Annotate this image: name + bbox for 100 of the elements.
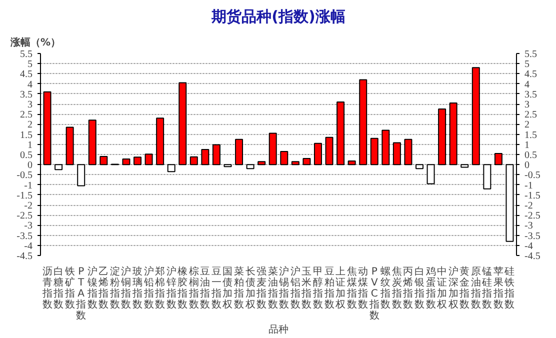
bar [336, 101, 345, 166]
bar [268, 132, 277, 166]
x-tick-label: 菜粕指数 [233, 266, 244, 310]
bar [88, 120, 96, 166]
chart-title: 期货品种(指数)涨幅 [210, 8, 346, 26]
x-tick-label: PTA指数 [75, 266, 86, 322]
y-tick-label: -3 [24, 220, 33, 232]
x-tick-label: 白银指数 [413, 266, 424, 310]
x-tick-label: 中证加权 [436, 266, 448, 310]
x-tick-label: 乙烯指数 [98, 266, 109, 310]
x-tick-label: 螺纹指数 [380, 266, 391, 310]
x-tick-label: 动煤指数 [357, 266, 368, 310]
x-tick-label: 白糖指数 [52, 266, 64, 310]
bar [291, 161, 300, 166]
x-tick-label: 铁矿指数 [64, 266, 75, 310]
y-tick-label: 3.5 [20, 89, 32, 100]
y2-tick-label: -1 [524, 180, 533, 192]
x-tick-label: 强麦指数 [256, 266, 267, 310]
y2-tick-label: 1.5 [524, 130, 537, 141]
bar [348, 160, 356, 166]
bar [156, 118, 164, 166]
bar [43, 91, 52, 166]
y2-tick-label: 0.5 [524, 150, 537, 161]
x-tick-label: 沪锌指数 [165, 266, 176, 310]
x-tick-label: 丙烯指数 [402, 266, 414, 310]
y2-tick-label: 2.5 [524, 110, 537, 121]
y-tick-label: 1 [28, 140, 32, 151]
x-tick-label: 甲醇指数 [312, 266, 323, 310]
bar [66, 126, 74, 166]
y-axis-title: 涨幅（%） [10, 36, 61, 48]
y-tick-label: 5 [28, 59, 32, 70]
bar [449, 102, 458, 166]
y-tick-label: 1.5 [20, 130, 32, 141]
x-tick-label: 菜油指数 [266, 266, 278, 310]
y2-tick-label: -2.5 [524, 210, 540, 222]
y2-tick-label: 4.5 [524, 69, 537, 80]
y-tick-label: 0.5 [20, 150, 32, 161]
x-tick-label: 玻璃指数 [132, 266, 143, 310]
x-tick-label: 焦煤指数 [346, 266, 357, 310]
bar [122, 158, 130, 166]
y2-tick-label: -3 [524, 220, 533, 232]
x-tick-label: 上证加权 [334, 266, 346, 310]
bar [302, 158, 311, 166]
bar [460, 164, 469, 168]
x-tick-label: 玉米指数 [300, 266, 312, 310]
bar [280, 150, 288, 166]
x-tick-label: 国债加权 [222, 266, 233, 310]
y2-tick-label: 0 [524, 160, 530, 172]
y2-tick-label: 1 [524, 140, 530, 151]
bar [483, 164, 492, 190]
x-tick-label: 沪镍指数 [86, 266, 98, 310]
x-tick-label: 焦炭指数 [390, 266, 402, 310]
x-tick-label: 豆一指数 [210, 266, 222, 310]
bar [314, 142, 322, 166]
bar [77, 164, 86, 186]
bar [325, 136, 334, 166]
bar [382, 130, 390, 166]
bar [359, 79, 368, 166]
bar [54, 164, 63, 170]
y-tick-label: 4.5 [20, 69, 32, 80]
y2-tick-label: 5.5 [524, 49, 537, 60]
y2-tick-label: -2 [524, 200, 533, 212]
bar [494, 152, 502, 166]
y-tick-label: -3.5 [16, 230, 33, 242]
bar [235, 138, 244, 166]
bar [224, 164, 232, 168]
bar [201, 148, 210, 166]
x-tick-label: 沪锡指数 [278, 266, 290, 310]
x-tick-label: 沥青指数 [41, 266, 52, 310]
x-tick-label: 锰硅指数 [481, 266, 492, 310]
y2-tick-label: -4.5 [524, 251, 540, 262]
bar [416, 164, 424, 170]
y-tick-label: -1 [24, 180, 33, 192]
bar [370, 138, 378, 166]
bar [246, 164, 254, 170]
y-tick-label: -4 [24, 240, 33, 252]
x-tick-label: 沪深加权 [447, 266, 458, 310]
y-tick-label: 2.5 [20, 110, 32, 121]
x-tick-label: 鸡蛋指数 [424, 266, 436, 310]
x-tick-label: 郑棉指数 [154, 266, 166, 310]
bar [392, 142, 401, 166]
bar [212, 144, 220, 166]
x-tick-label: 棕榈指数 [188, 266, 199, 310]
x-tick-label: 黄金指数 [458, 266, 470, 310]
y2-tick-label: -1.5 [524, 190, 540, 202]
y-tick-label: 0 [28, 160, 32, 172]
bar [506, 164, 514, 242]
y2-tick-label: -4 [524, 240, 533, 252]
x-tick-label: 沪铅指数 [142, 266, 154, 310]
bar [100, 156, 108, 166]
x-tick-label: 硅铁指数 [504, 266, 515, 310]
bar [426, 164, 435, 184]
y-tick-label: -0.5 [16, 170, 33, 182]
y-tick-label: -2.5 [16, 210, 33, 222]
bar [438, 108, 446, 166]
y2-tick-label: 2 [524, 120, 530, 131]
y-tick-label: 3 [28, 100, 32, 110]
bar [134, 156, 142, 166]
bar [258, 161, 266, 166]
bar [167, 164, 176, 172]
